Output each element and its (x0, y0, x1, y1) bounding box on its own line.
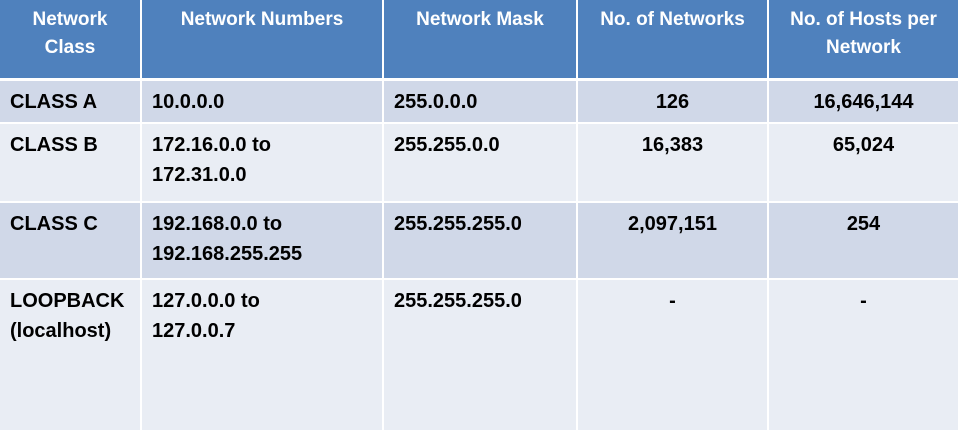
header-network-mask: Network Mask (383, 0, 578, 81)
cell-hosts-per-network: 16,646,144 (768, 79, 958, 124)
cell-network-class: CLASS B (0, 123, 142, 203)
class-line: (localhost) (10, 320, 112, 342)
class-line: CLASS B (10, 134, 98, 156)
cell-no-of-networks: - (577, 279, 769, 432)
class-line: CLASS A (10, 90, 98, 113)
cell-no-of-networks: 16,383 (577, 123, 769, 203)
cell-no-of-networks: 2,097,151 (577, 202, 769, 280)
cell-network-mask: 255.255.255.0 (383, 202, 578, 280)
table-row: LOOPBACK (localhost) 127.0.0.0 to 127.0.… (0, 279, 958, 432)
header-no-of-networks: No. of Networks (577, 0, 769, 81)
numbers-line: 192.168.255.255 (152, 243, 303, 265)
cell-no-of-networks: 126 (577, 79, 769, 124)
cell-network-class: LOOPBACK (localhost) (0, 279, 142, 432)
cell-network-mask: 255.255.255.0 (383, 279, 578, 432)
table-row: CLASS B 172.16.0.0 to 172.31.0.0 255.255… (0, 123, 958, 203)
numbers-line: 172.31.0.0 (152, 164, 247, 186)
numbers-line: 10.0.0.0 (152, 90, 225, 113)
cell-network-class: CLASS C (0, 202, 142, 280)
class-line: LOOPBACK (10, 290, 125, 312)
numbers-line: 172.16.0.0 to (152, 134, 271, 156)
cell-network-class: CLASS A (0, 79, 142, 124)
table-row: CLASS C 192.168.0.0 to 192.168.255.255 2… (0, 202, 958, 280)
cell-network-numbers: 172.16.0.0 to 172.31.0.0 (141, 123, 384, 203)
cell-hosts-per-network: 254 (768, 202, 958, 280)
class-line: CLASS C (10, 213, 98, 235)
cell-network-numbers: 10.0.0.0 (141, 79, 384, 124)
table-header-row: Network Class Network Numbers Network Ma… (0, 0, 958, 81)
cell-network-numbers: 192.168.0.0 to 192.168.255.255 (141, 202, 384, 280)
header-network-class: Network Class (0, 0, 142, 81)
header-network-numbers: Network Numbers (141, 0, 384, 81)
header-hosts-per-network: No. of Hosts per Network (768, 0, 958, 81)
numbers-line: 192.168.0.0 to (152, 213, 283, 235)
numbers-line: 127.0.0.0 to (152, 290, 260, 312)
cell-hosts-per-network: - (768, 279, 958, 432)
numbers-line: 127.0.0.7 (152, 320, 236, 342)
table-row: CLASS A 10.0.0.0 255.0.0.0 126 16,646,14… (0, 79, 958, 124)
cell-network-mask: 255.0.0.0 (383, 79, 578, 124)
cell-network-mask: 255.255.0.0 (383, 123, 578, 203)
cell-hosts-per-network: 65,024 (768, 123, 958, 203)
cell-network-numbers: 127.0.0.0 to 127.0.0.7 (141, 279, 384, 432)
